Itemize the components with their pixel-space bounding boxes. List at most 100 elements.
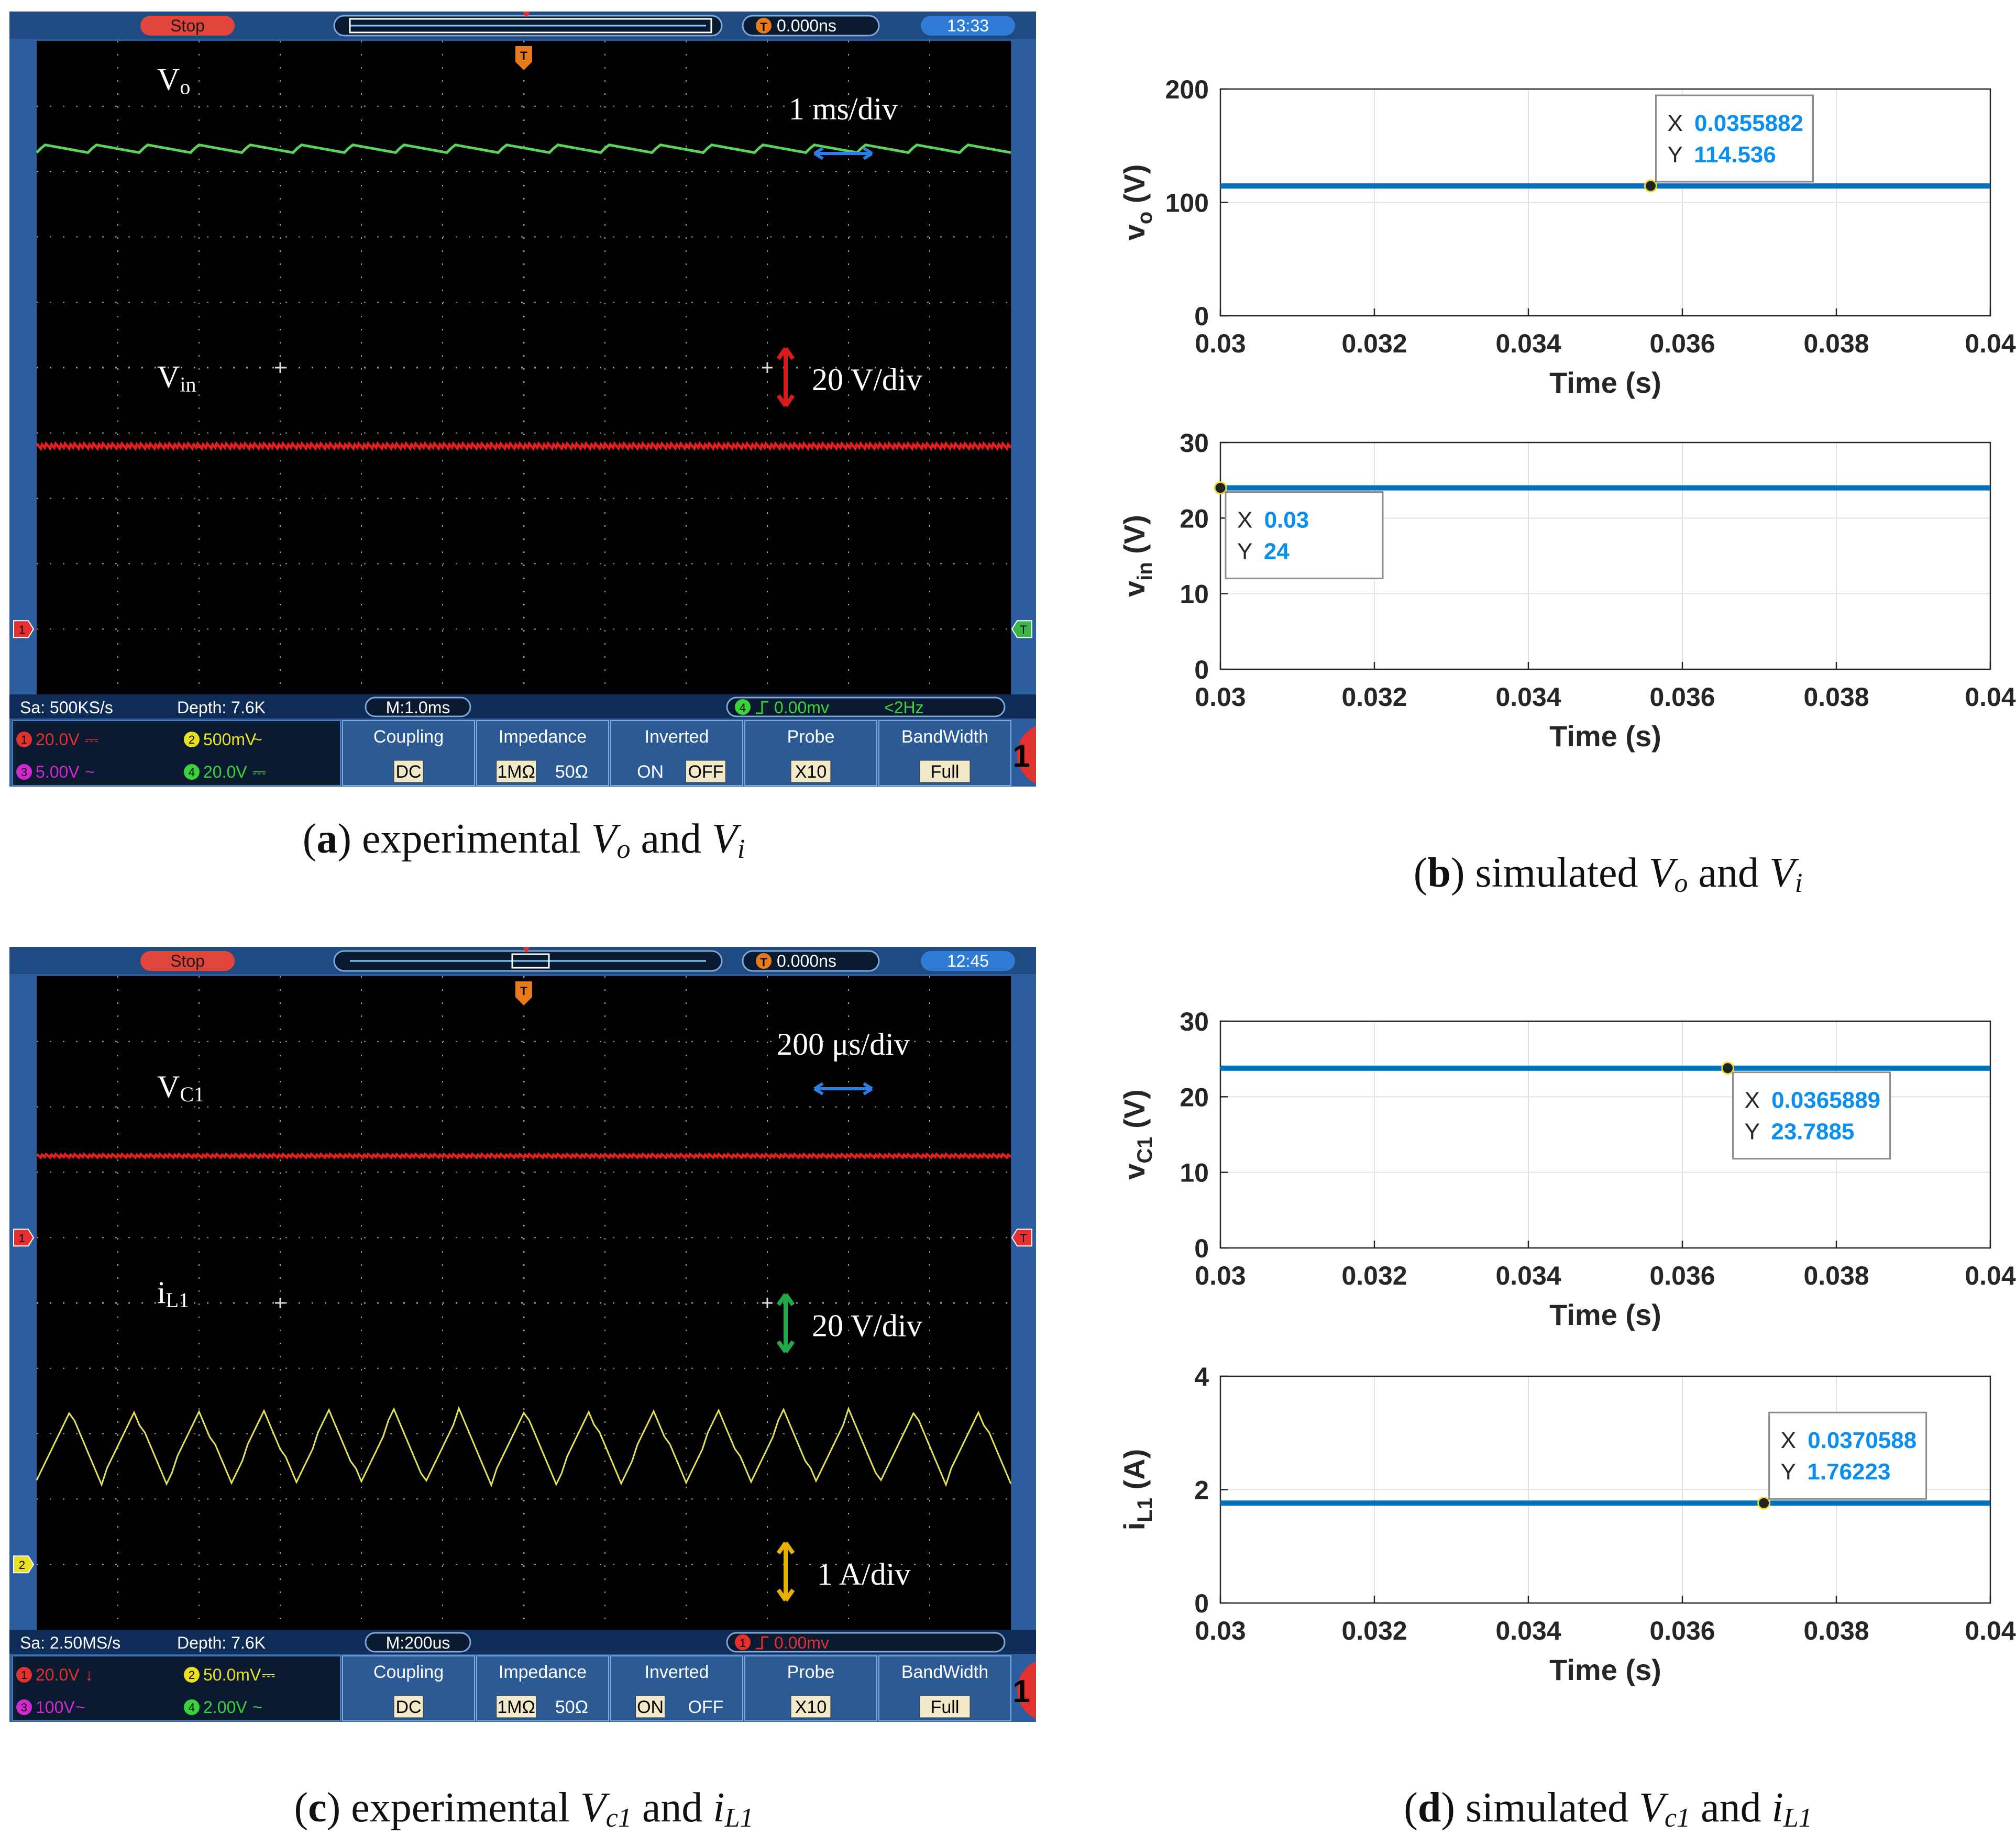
x-tick-label: 0.04 [1965,1261,2016,1290]
channel-value: 20.0V [36,1665,80,1684]
channel-badge-label: 3 [21,1701,27,1714]
channel-badge-icon[interactable] [184,764,200,780]
menu-page-tab[interactable] [1017,1661,1036,1719]
trigger-time-text: 0.000ns [777,16,836,35]
menu-item-title: Impedance [499,727,587,747]
menu-item-probe[interactable]: Probe X10 [744,720,877,786]
menu-item-bg[interactable] [878,1655,1011,1721]
caption-var2: V [712,816,742,862]
menu-option-selected[interactable] [393,760,424,783]
datatip-marker[interactable] [1721,1062,1735,1075]
channel-marker-right-icon [1011,620,1032,638]
menu-item-title: Probe [787,1662,835,1682]
y-axis-label-sub: L1 [1133,1498,1156,1522]
menu-option-selected[interactable] [790,1695,831,1718]
menu-option: OFF [688,1697,723,1717]
y-tick-label: 0 [1194,1589,1209,1618]
menu-option-selected[interactable] [790,760,831,783]
datatip-marker[interactable] [1644,179,1657,193]
memory-window [349,18,712,34]
x-tick-label: 0.034 [1495,1261,1561,1290]
channel-badge-icon[interactable] [16,1699,32,1715]
sim-plot-b1: 0.03 0.032 0.034 0.036 0.038 0.04 0 100 200 Time … [1118,75,2016,399]
channel-value: 2.00V [203,1698,247,1717]
channel-badge-icon[interactable] [184,732,200,747]
datatip[interactable]: X 0.03Y 24 [1225,491,1384,580]
y-axis-label-sub: o [1133,212,1156,224]
channel-badge-icon[interactable] [16,764,32,780]
datatip-box [1225,491,1384,580]
menu-option-selected[interactable] [635,1695,666,1718]
channel-badge-label: 1 [21,1668,27,1682]
caption-b: (b) simulated Vo and Vi [1414,850,1803,898]
menu-item-bandwidth[interactable]: BandWidth Full [878,720,1011,786]
channel-value: 20.0V [36,730,80,749]
caption-and: and [1688,850,1769,896]
trace-0 [36,1152,1012,1160]
channel-badge-icon[interactable] [16,732,32,747]
caption-paren: ) [327,1785,351,1831]
menu-item-coupling[interactable]: Coupling DC [342,720,475,786]
y-tick-label: 2 [1194,1476,1209,1505]
menu-option-selected[interactable] [919,760,971,783]
trace-label-0: Vo [157,62,190,99]
menu-option-selected[interactable] [685,760,726,783]
datatip-marker[interactable] [1757,1496,1771,1510]
datatip-y-key: Y [1667,142,1689,168]
y-tick-label: 10 [1180,1158,1209,1188]
menu-item-bandwidth[interactable]: BandWidth Full [878,1655,1011,1721]
channel-value: 100V [36,1698,75,1717]
menu-item-inverted[interactable]: Inverted ON OFF [610,720,743,786]
datatip-x-value: 0.0355882 [1694,110,1803,136]
menu-item-probe[interactable]: Probe X10 [744,1655,877,1721]
trigger-marker-icon [515,46,532,70]
x-tick-label: 0.038 [1803,682,1869,712]
datatip-marker[interactable] [1214,481,1227,495]
channel-badge-label: 2 [189,733,195,746]
menu-page-tab[interactable] [1017,726,1036,783]
menu-option-selected[interactable] [919,1695,971,1718]
datatip-x-key: X [1237,507,1259,533]
menu-option-selected[interactable] [496,760,537,783]
trace-label-sub: L1 [166,1288,189,1312]
channel-badge-label: 3 [21,766,27,779]
caption-text: experimental [362,816,591,862]
caption-var1: V [591,816,621,862]
trace-label-main: i [157,1275,166,1310]
menu-item-title: Probe [787,727,835,747]
menu-option-selected[interactable] [393,1695,424,1718]
menu-item-impedance[interactable]: Impedance 1MΩ 50Ω [476,720,609,786]
x-axis-label: Time (s) [1549,1653,1661,1686]
panel-captions: (a) experimental Vo and Vi(b) simulated … [294,816,1812,1833]
menu-item-impedance[interactable]: Impedance 1MΩ 50Ω [476,1655,609,1721]
x-tick-label: 0.032 [1341,1616,1407,1645]
caption-letter: a [316,816,337,862]
caption-var1: V [1639,1785,1669,1831]
channel-badge-icon[interactable] [184,1667,200,1683]
channel-marker-right-label: T [1020,1232,1027,1245]
channel-badge-label: 1 [21,733,27,746]
channel-marker-left-icon [13,1229,35,1247]
channel-badge-icon[interactable] [16,1667,32,1683]
scale-arrow-icon [776,1293,795,1353]
menu-item-coupling[interactable]: Coupling DC [342,1655,475,1721]
caption-var2: i [713,1785,724,1831]
status-pill [140,16,235,36]
menu-option-selected[interactable] [496,1695,537,1718]
y-tick-label: 100 [1165,189,1209,218]
channel-badge-icon[interactable] [184,1699,200,1715]
menu-option: 50Ω [555,762,588,782]
channel-coupling: ⎓ [252,762,266,781]
menu-item-inverted[interactable]: Inverted ON OFF [610,1655,743,1721]
trace-label-sub: in [180,372,196,396]
channel-marker-left-label: 2 [19,1558,25,1572]
menu-item-title: Inverted [645,727,709,747]
sim-plot-b2: 0.03 0.032 0.034 0.036 0.038 0.04 0 10 20 30 Time … [1118,428,2016,753]
trace-label-main: V [157,1069,180,1104]
y-axis-label-sub: in [1133,562,1156,581]
caption-var2-sub: i [737,834,745,864]
menu-item-bg[interactable] [610,1655,743,1721]
